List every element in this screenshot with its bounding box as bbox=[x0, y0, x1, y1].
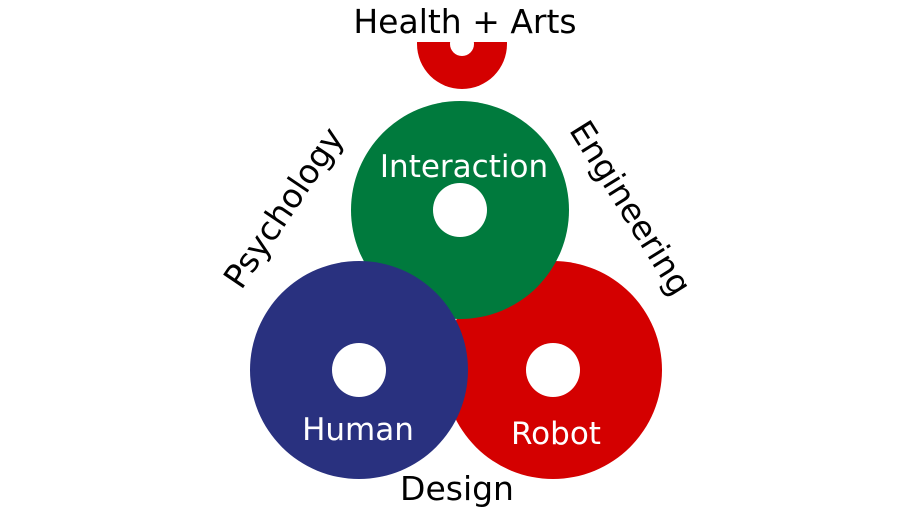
health-arts-label: Health + Arts bbox=[353, 2, 576, 41]
robot-ring bbox=[444, 261, 662, 479]
robot-label: Robot bbox=[511, 416, 601, 452]
human-ring bbox=[250, 261, 468, 479]
human-label: Human bbox=[302, 412, 414, 448]
interaction-label: Interaction bbox=[380, 149, 548, 185]
design-label: Design bbox=[400, 469, 514, 508]
interaction-ring bbox=[351, 101, 569, 319]
top-red-ring bbox=[417, 42, 507, 89]
